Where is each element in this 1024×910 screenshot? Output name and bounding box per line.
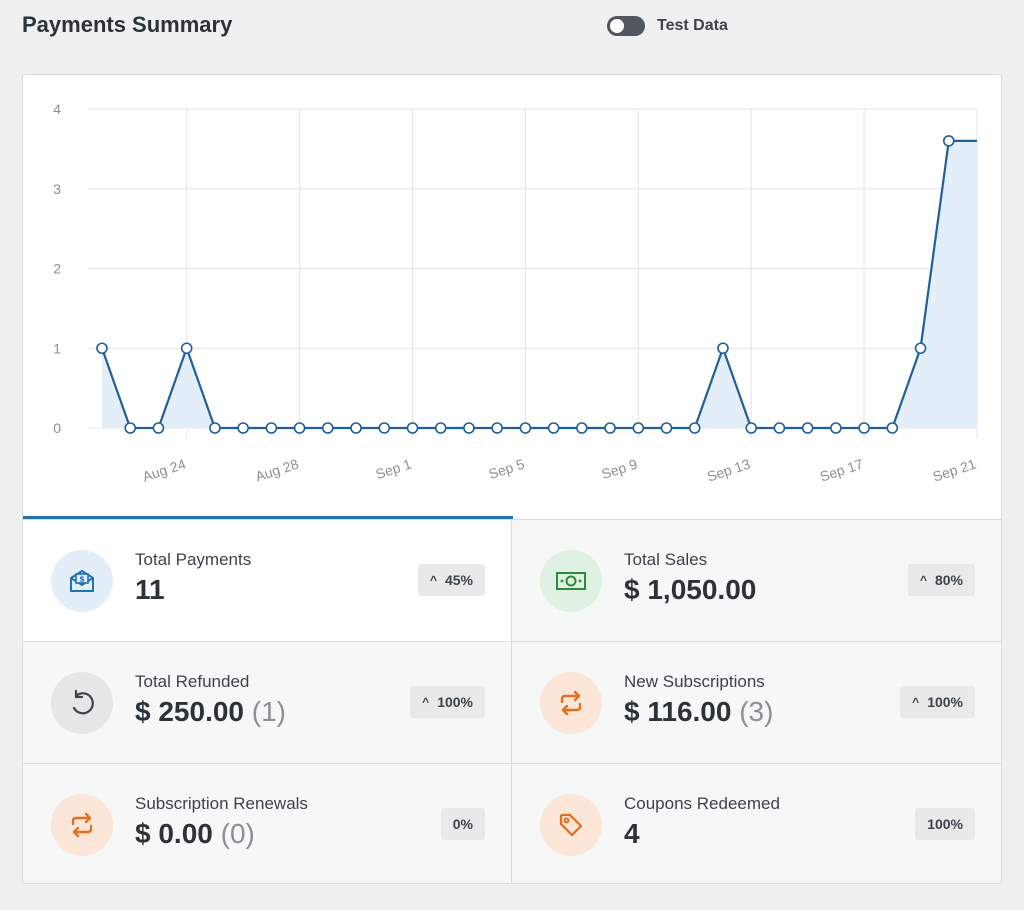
active-tab-indicator [23,516,513,520]
repeat-icon [51,794,113,856]
data-point [434,422,447,434]
banknote-icon [540,550,602,612]
stat-badge: 100% [915,808,975,840]
payments-summary-card: 0 1 2 3 4 Aug 24 Aug 28 Sep 1 Sep 5 Sep 9 Sep 13 Se… [22,74,1002,884]
data-point [688,422,701,434]
stat-new-subscriptions[interactable]: New Subscriptions $ 116.00 (3) ^ 100% [512,642,1001,764]
data-point [942,135,955,147]
stat-value: $ 250.00 (1) [135,696,287,727]
data-point [745,422,757,434]
stat-value: $ 0.00 (0) [135,818,255,849]
stat-badge: 0% [440,808,485,840]
data-point [547,422,560,434]
data-point [96,342,108,355]
stat-value: $ 1,050.00 [624,574,757,605]
data-point [491,422,503,434]
stat-value: 11 [135,574,165,605]
refund-icon [51,672,113,734]
data-point [830,422,842,434]
y-tick-label: 4 [53,101,61,117]
toggle-switch[interactable] [607,16,645,36]
data-point [350,422,362,434]
caret-up-icon: ^ [912,695,920,709]
stat-label: Coupons Redeemed [624,794,780,813]
series-line [100,139,977,430]
data-point [886,422,899,434]
series-area [102,140,977,428]
data-point [801,422,814,434]
test-data-toggle[interactable]: Test Data [607,16,728,36]
data-point [406,422,419,434]
data-point [773,422,786,434]
repeat-icon [540,672,602,734]
data-point [378,422,391,434]
stat-label: Total Payments [135,550,252,569]
data-point [717,342,729,355]
tag-icon [540,794,602,856]
data-point [293,422,306,434]
y-tick-label: 2 [53,261,61,277]
x-tick-label: Sep 17 [818,456,865,485]
stat-subscription-renewals[interactable]: Subscription Renewals $ 0.00 (0) 0% [23,764,512,883]
y-tick-label: 1 [53,340,61,356]
data-point [180,342,193,355]
x-tick-label: Sep 9 [599,456,639,483]
data-point [660,422,673,434]
x-tick-label: Aug 24 [140,456,187,485]
stat-badge: ^ 80% [907,564,975,596]
stat-label: Total Refunded [135,672,250,691]
caret-up-icon: ^ [422,695,430,709]
stat-label: Subscription Renewals [135,794,308,813]
y-tick-label: 0 [53,420,61,436]
stat-coupons-redeemed[interactable]: Coupons Redeemed 4 100% [512,764,1001,883]
caret-up-icon: ^ [429,573,437,587]
stat-label: Total Sales [624,550,708,569]
svg-text:$: $ [79,575,85,584]
envelope-dollar-icon: $ [51,550,113,612]
data-point [632,422,645,434]
page-title: Payments Summary [22,12,233,37]
data-point [124,422,137,434]
test-data-label: Test Data [657,17,728,34]
caret-up-icon: ^ [919,573,927,587]
stat-label: New Subscriptions [624,672,765,691]
data-point [209,422,221,434]
payments-chart: 0 1 2 3 4 Aug 24 Aug 28 Sep 1 Sep 5 Sep 9 Sep 13 Se… [23,75,1001,515]
data-point [519,422,532,434]
x-tick-label: Sep 21 [931,456,978,485]
toggle-knob [610,19,624,33]
data-point [322,422,334,434]
data-point [576,422,588,434]
chart-svg: 0 1 2 3 4 Aug 24 Aug 28 Sep 1 Sep 5 Sep 9 Sep 13 Se… [53,101,978,485]
stat-badge: ^ 100% [410,686,485,718]
data-point [604,422,616,434]
stat-total-payments[interactable]: $ Total Payments 11 ^ 45% [23,520,512,642]
data-point [463,422,475,434]
data-point [858,422,870,434]
x-tick-label: Sep 13 [705,456,752,485]
stat-value: 4 [624,818,640,849]
stat-total-refunded[interactable]: Total Refunded $ 250.00 (1) ^ 100% [23,642,512,764]
stat-badge: ^ 45% [417,564,485,596]
data-point [152,422,165,434]
stat-badge: ^ 100% [900,686,975,718]
data-point [914,342,927,355]
stat-total-sales[interactable]: Total Sales $ 1,050.00 ^ 80% [512,520,1001,642]
y-tick-label: 3 [53,181,61,197]
stats-grid: $ Total Payments 11 ^ 45% Total Sales $ 1… [23,519,1001,883]
x-tick-label: Sep 5 [487,456,527,483]
x-tick-label: Sep 1 [374,456,414,483]
header: Payments Summary Test Data [0,0,1024,56]
x-tick-label: Aug 28 [253,456,300,485]
data-point [265,422,278,434]
data-point [237,422,249,434]
stat-value: $ 116.00 (3) [624,696,774,727]
